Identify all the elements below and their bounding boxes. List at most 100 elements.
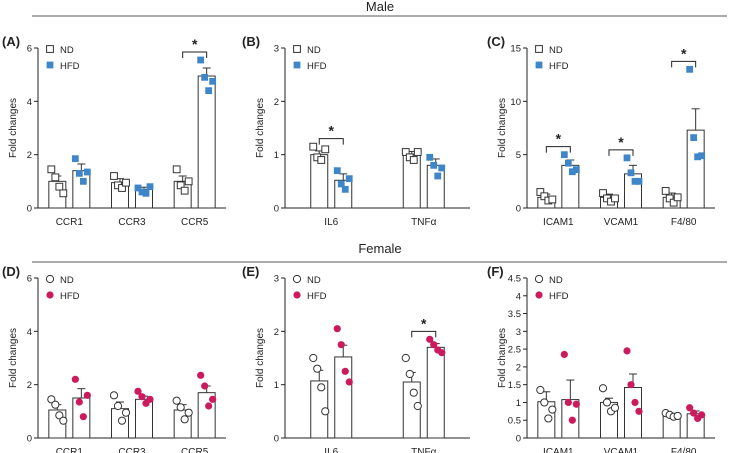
panel-label: (D) <box>2 264 20 279</box>
data-point-hfd <box>209 395 217 403</box>
data-point-hfd <box>698 152 706 160</box>
panel-b: (B) 0 1 2 3 Fold changes ND HFD IL6 * TNFα <box>242 34 470 228</box>
data-point-hfd <box>686 65 694 73</box>
data-point-hfd <box>623 347 631 355</box>
significance-star: * <box>681 45 687 61</box>
y-tick-label: 3.5 <box>508 309 521 320</box>
data-point-hfd <box>337 180 345 188</box>
x-tick-label: CCR5 <box>181 447 209 453</box>
legend-label-nd: ND <box>549 45 563 56</box>
data-point-hfd <box>79 177 87 185</box>
data-point-hfd <box>337 341 345 349</box>
legend-marker-hfd <box>535 291 543 299</box>
data-point-hfd <box>627 381 635 389</box>
legend-marker-nd <box>45 274 55 284</box>
significance-bracket <box>182 51 208 58</box>
y-tick-label: 2 <box>516 362 521 373</box>
data-point-hfd <box>201 73 209 81</box>
data-point-hfd <box>146 183 154 191</box>
legend-marker-hfd <box>293 61 301 69</box>
data-point-hfd <box>430 341 438 349</box>
data-point-hfd <box>138 188 146 196</box>
data-point-nd <box>611 194 619 203</box>
y-tick-label: 0 <box>274 434 279 445</box>
data-point-hfd <box>635 177 643 185</box>
legend-label-nd: ND <box>60 275 74 286</box>
data-point-nd <box>413 148 422 156</box>
data-point-nd <box>401 148 410 156</box>
data-point-hfd <box>134 387 142 395</box>
data-point-hfd <box>560 350 568 359</box>
y-axis-label: Fold changes <box>8 98 19 158</box>
panel-label: (F) <box>487 264 504 279</box>
data-point-nd <box>110 172 118 180</box>
bar-hfd <box>426 346 445 439</box>
data-point-hfd <box>426 153 434 161</box>
data-point-hfd <box>83 168 91 176</box>
legend-marker-hfd <box>535 61 543 69</box>
data-point-nd <box>121 408 131 417</box>
data-point-nd <box>673 193 682 202</box>
data-point-hfd <box>635 407 643 415</box>
data-point-nd <box>673 411 682 421</box>
y-tick-label: 4 <box>27 327 32 338</box>
data-point-nd <box>117 416 127 425</box>
y-tick-label: 0 <box>27 204 32 215</box>
data-point-nd <box>548 405 557 414</box>
legend-label-hfd: HFD <box>307 291 327 302</box>
data-point-hfd <box>345 175 353 183</box>
significance-star: * <box>556 131 562 147</box>
legend-marker-hfd <box>46 291 54 299</box>
data-point-hfd <box>572 166 580 173</box>
data-point-nd <box>610 403 620 412</box>
data-point-hfd <box>686 404 694 412</box>
y-axis-label: Fold changes <box>255 98 266 158</box>
data-point-nd <box>536 385 545 395</box>
y-axis-label: Fold changes <box>255 328 266 388</box>
y-tick-label: 3 <box>516 327 521 338</box>
significance-star: * <box>329 123 335 139</box>
data-point-nd <box>184 408 193 417</box>
y-tick-label: 4 <box>27 97 32 108</box>
legend-label-nd: ND <box>549 275 563 286</box>
data-point-hfd <box>146 395 154 403</box>
data-point-nd <box>309 353 318 363</box>
data-point-nd <box>313 364 322 373</box>
legend-label-hfd: HFD <box>549 61 569 72</box>
data-point-nd <box>665 194 674 203</box>
data-point-hfd <box>438 164 446 172</box>
data-point-nd <box>59 416 68 425</box>
data-point-hfd <box>430 161 438 169</box>
data-point-hfd <box>564 398 572 407</box>
data-point-hfd <box>79 413 87 421</box>
data-point-nd <box>602 398 612 407</box>
x-tick-label: IL6 <box>324 217 338 228</box>
data-point-nd <box>321 407 330 416</box>
data-point-nd <box>548 195 557 204</box>
legend-marker-nd <box>292 274 302 284</box>
data-point-nd <box>309 142 318 151</box>
data-point-nd <box>540 192 549 201</box>
data-point-hfd <box>623 154 631 162</box>
significance-star: * <box>618 134 624 150</box>
data-point-nd <box>544 414 553 423</box>
x-tick-label: VCAM1 <box>604 447 639 453</box>
legend-label-hfd: HFD <box>549 291 569 302</box>
panel-c: (C) 0 5 10 15 Fold changes ND HFD ICAM1 * VCAM1 * F4… <box>487 34 715 228</box>
y-tick-label: 2 <box>27 380 32 391</box>
y-tick-label: 4 <box>516 291 521 302</box>
data-point-nd <box>413 401 422 411</box>
data-point-hfd <box>197 371 205 379</box>
data-point-nd <box>661 187 670 195</box>
panel-d: (D) 0 2 4 6 Fold changes ND HFD CCR1 CCR3 CCR5 <box>2 264 226 453</box>
y-tick-label: 15 <box>510 44 521 55</box>
bar-hfd <box>686 129 705 209</box>
data-point-nd <box>184 177 193 186</box>
significance-bracket <box>608 149 634 156</box>
x-tick-label: F4/80 <box>671 447 697 453</box>
data-point-nd <box>176 181 185 190</box>
data-point-hfd <box>690 409 698 417</box>
significance-star: * <box>192 36 198 52</box>
